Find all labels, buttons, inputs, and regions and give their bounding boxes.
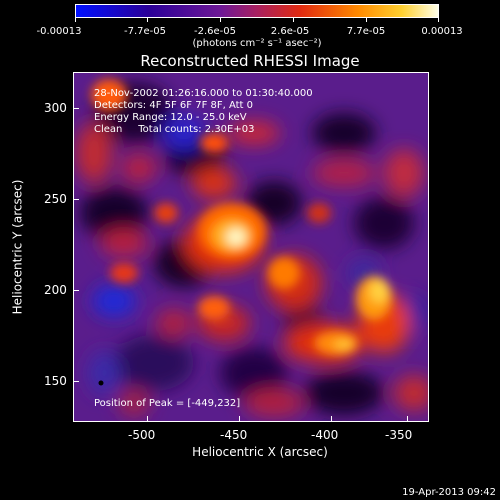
x-major-tick [147, 416, 148, 422]
y-tick-label: 200 [44, 283, 67, 297]
x-axis-label: Heliocentric X (arcsec) [192, 445, 328, 459]
info-energy-range: Energy Range: 12.0 - 25.0 keV [94, 112, 247, 123]
peak-marker [98, 380, 104, 386]
colorbar [75, 4, 439, 18]
timestamp-footer: 19-Apr-2013 09:42 [402, 487, 496, 498]
colorbar-tick [75, 18, 76, 22]
x-major-tick [239, 416, 240, 422]
peak-position-label: Position of Peak = [-449,232] [94, 398, 241, 409]
rhessi-image [74, 73, 428, 421]
y-tick-label: 300 [44, 101, 67, 115]
colorbar-units: (photons cm⁻² s⁻¹ asec⁻²) [192, 38, 322, 49]
y-tick-label: 150 [44, 374, 67, 388]
y-tick-label: 250 [44, 192, 67, 206]
x-tick-label: -400 [311, 428, 339, 442]
colorbar-tick-label: 7.7e-05 [346, 26, 386, 37]
info-time-range: 28-Nov-2002 01:26:16.000 to 01:30:40.000 [94, 88, 313, 99]
colorbar-tick-label: -2.6e-05 [194, 26, 236, 37]
info-detectors: Detectors: 4F 5F 6F 7F 8F, Att 0 [94, 100, 254, 111]
y-major-tick [73, 108, 79, 109]
rhessi-image-panel: 28-Nov-2002 01:26:16.000 to 01:30:40.000… [73, 72, 429, 422]
colorbar-tick-label: -7.7e-05 [124, 26, 166, 37]
plot-title: Reconstructed RHESSI Image [140, 52, 360, 70]
x-tick-label: -350 [385, 428, 413, 442]
x-tick-label: -450 [220, 428, 248, 442]
x-major-tick [407, 416, 408, 422]
colorbar-tick [220, 18, 221, 22]
colorbar-tick-label: -0.00013 [36, 26, 82, 37]
y-major-tick [73, 381, 79, 382]
colorbar-tick [366, 18, 367, 22]
y-major-tick [73, 290, 79, 291]
y-major-tick [73, 199, 79, 200]
x-major-tick [331, 416, 332, 422]
y-axis-label: Heliocentric Y (arcsec) [10, 179, 25, 315]
x-tick-label: -500 [128, 428, 156, 442]
colorbar-tick-label: 0.00013 [421, 26, 463, 37]
info-total-counts: Clean Total counts: 2.30E+03 [94, 124, 255, 135]
colorbar-tick [438, 18, 439, 22]
colorbar-tick-label: 2.6e-05 [270, 26, 310, 37]
colorbar-tick [293, 18, 294, 22]
colorbar-tick [147, 18, 148, 22]
